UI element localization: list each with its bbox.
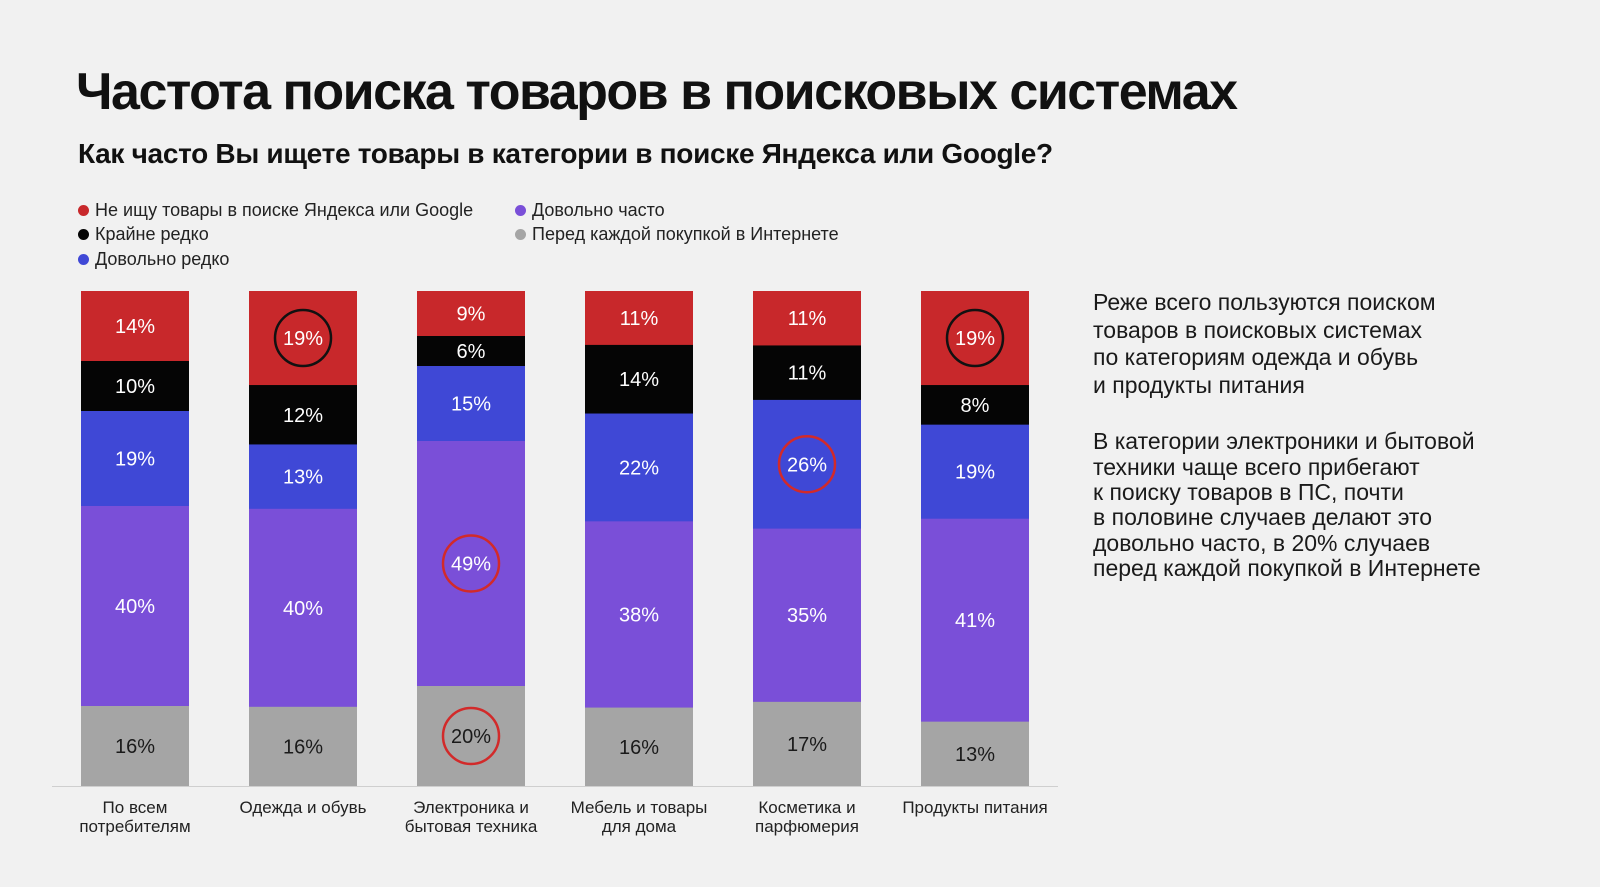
data-label: 22% (619, 457, 659, 479)
bar-segment (417, 686, 525, 787)
note-text: В категории электроники и бытовой техник… (1093, 428, 1481, 581)
data-label: 11% (788, 363, 827, 385)
category-label: Электроника и (413, 798, 529, 817)
legend-label: Перед каждой покупкой в Интернете (532, 224, 839, 244)
bar-segment (81, 361, 189, 412)
data-label: 49% (451, 554, 491, 576)
category-label: Одежда и обувь (240, 798, 367, 817)
legend-dot (78, 229, 89, 240)
data-label: 14% (619, 369, 659, 391)
bar-segment (921, 385, 1029, 426)
bar-segment (417, 366, 525, 442)
legend-label: Крайне редко (95, 224, 209, 244)
data-label: 9% (457, 304, 486, 326)
chart-title: Частота поиска товаров в поисковых систе… (76, 63, 1238, 121)
legend-item: Довольно часто (515, 200, 665, 221)
legend-item: Крайне редко (78, 224, 209, 245)
legend-label: Довольно редко (95, 249, 230, 269)
highlight-circle (777, 435, 837, 494)
data-label: 13% (283, 467, 323, 489)
legend-dot (515, 229, 526, 240)
data-label: 8% (961, 395, 990, 417)
bar-segment (249, 706, 357, 787)
data-label: 17% (787, 734, 827, 756)
data-label: 38% (619, 604, 659, 626)
data-label: 20% (451, 726, 491, 748)
data-label: 16% (619, 737, 659, 759)
bar-segment (753, 701, 861, 787)
legend-dot (515, 205, 526, 216)
category-label: Мебель и товары (571, 798, 708, 817)
data-label: 11% (620, 308, 659, 330)
highlight-circle (441, 706, 501, 766)
category-label: потребителям (79, 817, 190, 836)
data-label: 40% (115, 596, 155, 618)
data-label: 6% (457, 341, 486, 363)
bar-segment (921, 424, 1029, 520)
legend-label: Не ищу товары в поиске Яндекса или Googl… (95, 200, 474, 220)
data-label: 19% (115, 449, 155, 471)
bar-segment (81, 291, 189, 362)
bar-segment (81, 411, 189, 507)
bar-segment (417, 291, 525, 337)
bar-segment (249, 385, 357, 445)
legend-dot (78, 254, 89, 265)
highlight-circle (441, 534, 501, 593)
bar-segment (417, 336, 525, 367)
category-label: для дома (602, 817, 677, 836)
bar-segment (81, 506, 189, 707)
legend-item: Не ищу товары в поиске Яндекса или Googl… (78, 200, 473, 221)
bar-segment (81, 706, 189, 787)
legend-dot (78, 205, 89, 216)
bar-segment (585, 344, 693, 415)
bar-segment (585, 707, 693, 787)
data-label: 15% (451, 394, 491, 416)
data-label: 40% (283, 598, 323, 620)
highlight-circle (273, 308, 333, 368)
legend-item: Перед каждой покупкой в Интернете (515, 224, 839, 245)
data-label: 14% (115, 316, 155, 338)
notes-panel: Реже всего пользуются поиском товаров в … (1093, 289, 1573, 611)
note-text: Реже всего пользуются поиском товаров в … (1093, 289, 1436, 398)
data-label: 10% (115, 376, 155, 398)
bar-segment (753, 528, 861, 703)
legend-label: Довольно часто (532, 200, 665, 220)
data-label: 41% (955, 610, 995, 632)
category-label: По всем (103, 798, 168, 817)
bar-segment (585, 413, 693, 522)
bar-segment (921, 291, 1029, 386)
data-label: 13% (955, 744, 995, 766)
data-label: 26% (787, 454, 827, 476)
data-label: 16% (115, 736, 155, 758)
highlight-circle (945, 308, 1005, 368)
bar-segment (753, 291, 861, 346)
category-label: парфюмерия (755, 817, 859, 836)
bar-segment (921, 721, 1029, 787)
bar-segment (249, 508, 357, 708)
bar-segment (753, 345, 861, 401)
bar-segment (753, 399, 861, 530)
bar-segment (249, 291, 357, 386)
data-label: 11% (788, 308, 827, 330)
category-label: Косметика и (758, 798, 855, 817)
bar-segment (585, 521, 693, 709)
data-label: 16% (283, 736, 323, 758)
bar-segment (585, 291, 693, 346)
data-label: 19% (283, 328, 323, 350)
bar-segment (921, 518, 1029, 723)
legend-item: Довольно редко (78, 249, 229, 270)
bar-segment (417, 441, 525, 687)
category-label: бытовая техника (405, 817, 538, 836)
data-label: 19% (955, 328, 995, 350)
data-label: 35% (787, 605, 827, 627)
data-label: 12% (283, 405, 323, 427)
data-label: 19% (955, 462, 995, 484)
chart-subtitle: Как часто Вы ищете товары в категории в … (78, 138, 1053, 169)
category-label: Продукты питания (902, 798, 1047, 817)
bar-segment (249, 444, 357, 510)
